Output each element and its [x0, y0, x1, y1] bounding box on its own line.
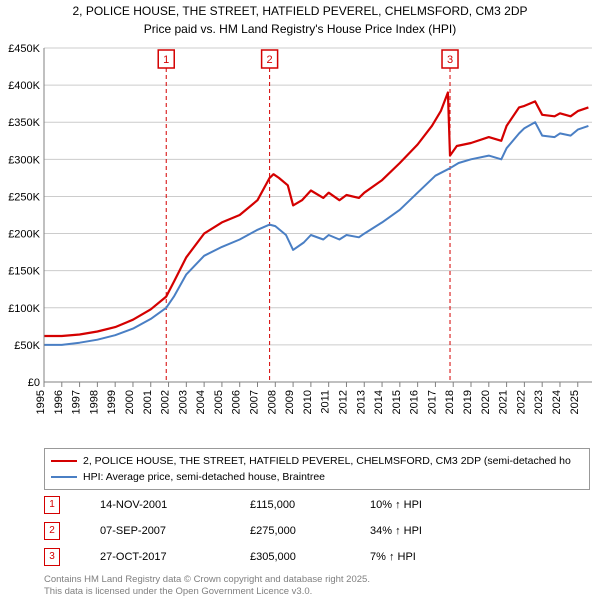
- svg-text:2016: 2016: [409, 390, 421, 414]
- svg-text:2024: 2024: [551, 390, 563, 414]
- svg-text:£450K: £450K: [8, 43, 40, 55]
- transaction-date: 14-NOV-2001: [100, 499, 210, 511]
- svg-text:1995: 1995: [35, 390, 47, 414]
- legend-item: 2, POLICE HOUSE, THE STREET, HATFIELD PE…: [51, 453, 583, 469]
- svg-text:£200K: £200K: [8, 228, 40, 240]
- svg-text:£150K: £150K: [8, 265, 40, 277]
- svg-text:1996: 1996: [53, 390, 65, 414]
- svg-text:2017: 2017: [426, 390, 438, 414]
- svg-text:1: 1: [163, 54, 169, 66]
- legend-item: HPI: Average price, semi-detached house,…: [51, 469, 583, 485]
- svg-text:£250K: £250K: [8, 191, 40, 203]
- transaction-delta: 7% ↑ HPI: [370, 551, 460, 563]
- svg-text:2012: 2012: [337, 390, 349, 414]
- svg-text:£100K: £100K: [8, 302, 40, 314]
- svg-text:2: 2: [267, 54, 273, 66]
- svg-text:£400K: £400K: [8, 80, 40, 92]
- svg-text:2000: 2000: [124, 390, 136, 414]
- transaction-date: 07-SEP-2007: [100, 525, 210, 537]
- svg-text:2003: 2003: [177, 390, 189, 414]
- transaction-row: 3 27-OCT-2017 £305,000 7% ↑ HPI: [44, 548, 590, 566]
- svg-text:£50K: £50K: [14, 339, 40, 351]
- svg-text:2005: 2005: [213, 390, 225, 414]
- footer-line2: This data is licensed under the Open Gov…: [44, 586, 590, 598]
- svg-text:2009: 2009: [284, 390, 296, 414]
- transaction-delta: 34% ↑ HPI: [370, 525, 460, 537]
- svg-text:2001: 2001: [142, 390, 154, 414]
- svg-text:3: 3: [447, 54, 453, 66]
- svg-text:1998: 1998: [88, 390, 100, 414]
- svg-text:1999: 1999: [106, 390, 118, 414]
- transactions-table: 1 14-NOV-2001 £115,000 10% ↑ HPI 2 07-SEP-200…: [44, 496, 590, 566]
- attribution-footer: Contains HM Land Registry data © Crown c…: [44, 574, 590, 598]
- svg-text:2008: 2008: [266, 390, 278, 414]
- svg-text:2004: 2004: [195, 390, 207, 414]
- chart-title-line2: Price paid vs. HM Land Registry's House …: [0, 22, 600, 42]
- svg-text:2025: 2025: [569, 390, 581, 414]
- svg-text:2002: 2002: [160, 390, 172, 414]
- transaction-price: £115,000: [250, 499, 330, 511]
- svg-text:2007: 2007: [249, 390, 261, 414]
- legend: 2, POLICE HOUSE, THE STREET, HATFIELD PE…: [44, 448, 590, 490]
- legend-label: HPI: Average price, semi-detached house,…: [83, 471, 325, 483]
- svg-text:2019: 2019: [462, 390, 474, 414]
- transaction-delta: 10% ↑ HPI: [370, 499, 460, 511]
- price-chart: £0 £50K £100K £150K £200K £250K £300K £350K £400…: [0, 42, 600, 442]
- legend-swatch: [51, 476, 77, 478]
- footer-line1: Contains HM Land Registry data © Crown c…: [44, 574, 590, 586]
- svg-text:2020: 2020: [480, 390, 492, 414]
- svg-text:2013: 2013: [355, 390, 367, 414]
- svg-text:£350K: £350K: [8, 117, 40, 129]
- svg-text:2018: 2018: [444, 390, 456, 414]
- transaction-row: 1 14-NOV-2001 £115,000 10% ↑ HPI: [44, 496, 590, 514]
- transaction-row: 2 07-SEP-2007 £275,000 34% ↑ HPI: [44, 522, 590, 540]
- transaction-price: £275,000: [250, 525, 330, 537]
- legend-label: 2, POLICE HOUSE, THE STREET, HATFIELD PE…: [83, 455, 571, 467]
- svg-text:2010: 2010: [302, 390, 314, 414]
- svg-text:2015: 2015: [391, 390, 403, 414]
- transaction-date: 27-OCT-2017: [100, 551, 210, 563]
- chart-title-line1: 2, POLICE HOUSE, THE STREET, HATFIELD PE…: [0, 0, 600, 22]
- legend-swatch: [51, 460, 77, 462]
- svg-text:£300K: £300K: [8, 154, 40, 166]
- svg-text:2006: 2006: [231, 390, 243, 414]
- transaction-price: £305,000: [250, 551, 330, 563]
- svg-text:2023: 2023: [533, 390, 545, 414]
- svg-text:1997: 1997: [71, 390, 83, 414]
- transaction-marker-badge: 1: [44, 496, 60, 514]
- transaction-marker-badge: 2: [44, 522, 60, 540]
- svg-text:2021: 2021: [498, 390, 510, 414]
- svg-text:2011: 2011: [320, 390, 332, 414]
- svg-text:2022: 2022: [515, 390, 527, 414]
- transaction-marker-badge: 3: [44, 548, 60, 566]
- svg-text:2014: 2014: [373, 390, 385, 414]
- svg-text:£0: £0: [28, 377, 40, 389]
